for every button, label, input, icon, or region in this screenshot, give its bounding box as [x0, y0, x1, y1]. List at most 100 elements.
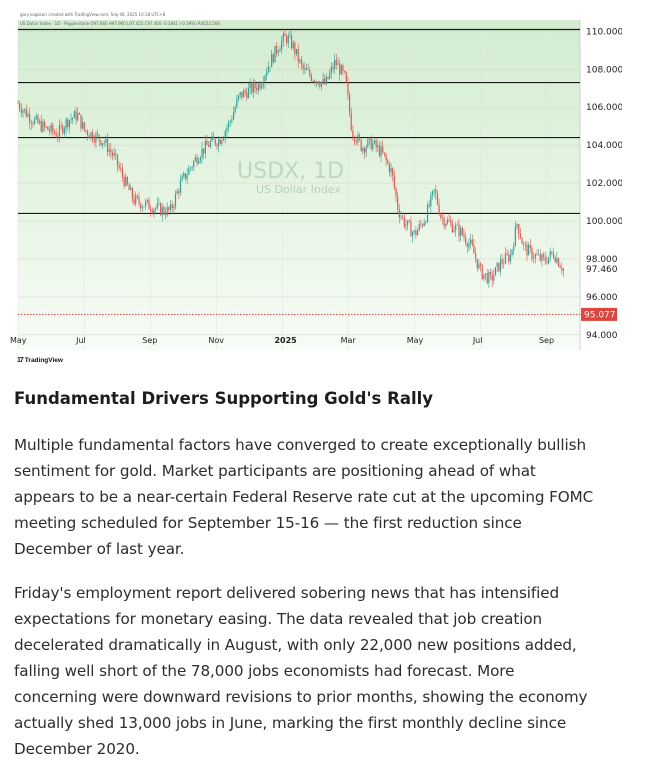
candle-body: [314, 80, 316, 83]
candle-body: [385, 154, 387, 161]
candle-body: [514, 226, 516, 247]
candle-body: [155, 208, 157, 210]
candle-body: [382, 146, 384, 153]
candle-body: [423, 223, 425, 226]
candle-body: [339, 63, 341, 75]
candle-body: [204, 140, 206, 154]
y-tick-label: 102.000: [586, 179, 622, 189]
candle-body: [319, 84, 321, 87]
candle-body: [115, 153, 117, 155]
price-scale-background: [580, 20, 622, 350]
candle-body: [365, 147, 367, 153]
candle-body: [320, 82, 323, 87]
candle-body: [322, 78, 324, 83]
y-tick-label: 98.000: [586, 255, 618, 265]
x-tick-label: 2025: [274, 336, 297, 345]
candle-body: [42, 121, 44, 132]
candle-body: [83, 122, 85, 131]
candle-body: [471, 239, 473, 246]
candle-body: [334, 59, 336, 70]
candle-body: [430, 194, 432, 207]
candle-body: [443, 218, 445, 227]
candle-body: [125, 176, 127, 186]
candle-body: [538, 254, 540, 255]
candle-body: [380, 146, 382, 156]
candle-body: [506, 253, 508, 255]
candle-body: [408, 220, 410, 222]
paragraph-fed-outlook: Multiple fundamental factors have conver…: [14, 432, 636, 562]
candle-body: [526, 244, 528, 256]
candle-body: [282, 33, 284, 41]
candle-body: [100, 140, 102, 146]
candle-body: [158, 203, 160, 204]
candle-body: [561, 267, 563, 271]
candle-body: [252, 82, 255, 93]
x-tick-label: Sep: [142, 336, 157, 345]
x-tick-label: Jul: [75, 336, 86, 345]
candle-body: [82, 122, 84, 129]
candle-body: [193, 161, 195, 168]
candle-body: [186, 174, 188, 179]
candle-body: [45, 126, 47, 128]
candle-body: [411, 232, 414, 237]
candle-body: [138, 197, 140, 204]
candle-body: [113, 153, 115, 156]
candle-body: [511, 249, 513, 255]
candle-body: [169, 204, 172, 211]
candle-body: [227, 121, 230, 128]
candle-body: [458, 224, 460, 237]
candle-body: [266, 72, 268, 76]
plot-background: [18, 20, 580, 350]
candle-body: [194, 157, 197, 162]
candle-body: [111, 152, 114, 156]
candle-body: [455, 225, 457, 231]
candle-body: [504, 253, 507, 264]
paragraph-line: meeting scheduled for September 15-16 — …: [14, 514, 522, 532]
x-tick-label: Sep: [539, 336, 554, 345]
candle-body: [327, 76, 329, 79]
candle-body: [229, 121, 231, 122]
candle-body: [130, 187, 132, 191]
candle-body: [312, 80, 314, 82]
candle-body: [390, 167, 392, 173]
candle-body: [29, 114, 31, 123]
candle-body: [22, 110, 24, 113]
candle-body: [141, 206, 143, 209]
candle-body: [413, 230, 415, 233]
candle-body: [440, 214, 442, 218]
candle-body: [178, 191, 180, 193]
candle-body: [479, 263, 482, 266]
candle-body: [272, 54, 274, 63]
candle-body: [98, 134, 100, 141]
x-tick-label: Nov: [208, 336, 224, 345]
candle-body: [513, 246, 515, 250]
candle-body: [304, 67, 306, 70]
candle-body: [256, 88, 258, 91]
candle-body: [486, 273, 488, 284]
candle-body: [534, 254, 536, 259]
candle-body: [108, 149, 110, 152]
candle-body: [387, 160, 389, 164]
candle-body: [335, 59, 337, 65]
candle-body: [259, 83, 261, 89]
candle-body: [425, 221, 427, 224]
candle-body: [544, 257, 546, 262]
candle-body: [501, 259, 503, 264]
candle-body: [353, 136, 356, 142]
target-price-badge: [581, 307, 617, 321]
candle-body: [168, 207, 170, 211]
candle-body: [395, 187, 397, 197]
candle-body: [415, 230, 417, 236]
candle-body: [310, 75, 313, 81]
candle-body: [70, 119, 72, 121]
candle-body: [551, 251, 553, 254]
y-tick-label: 100.000: [586, 217, 622, 227]
candle-body: [123, 176, 125, 186]
candle-body: [410, 221, 412, 237]
candle-body: [121, 169, 124, 177]
candle-body: [222, 137, 225, 141]
current-price-label: 97.460: [586, 265, 618, 275]
candle-body: [181, 176, 183, 181]
candle-body: [257, 83, 260, 91]
candle-body: [88, 135, 90, 138]
